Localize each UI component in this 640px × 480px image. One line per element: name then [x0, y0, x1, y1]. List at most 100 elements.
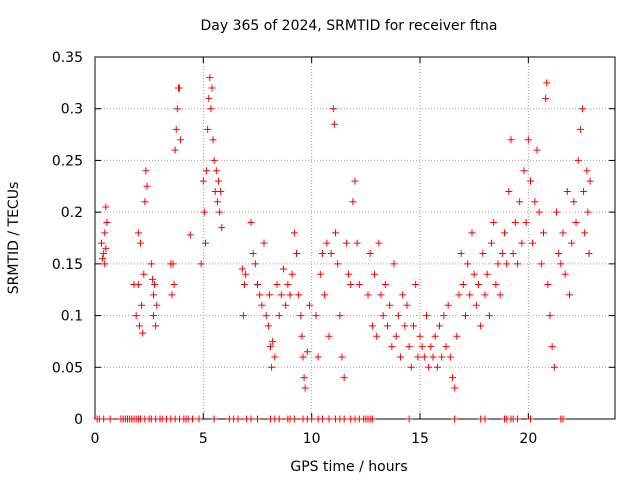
data-point [170, 281, 178, 289]
x-tick-label: 15 [411, 431, 429, 447]
data-point [141, 198, 149, 206]
data-point [204, 125, 212, 133]
data-point [342, 239, 350, 247]
data-point [570, 198, 578, 206]
data-point [446, 353, 454, 361]
data-point [319, 415, 326, 423]
data-point [418, 343, 426, 351]
data-point [103, 218, 111, 226]
data-point [568, 239, 576, 247]
data-point [323, 239, 331, 247]
data-point [249, 250, 257, 258]
data-point [134, 281, 142, 289]
data-point [264, 322, 272, 330]
y-tick-label: 0.35 [52, 50, 83, 66]
data-point [247, 218, 255, 226]
data-point [544, 281, 552, 289]
y-tick-label: 0.3 [61, 102, 83, 118]
data-point [580, 187, 588, 195]
data-point [533, 146, 541, 154]
data-point [423, 312, 430, 320]
data-points [93, 74, 594, 423]
data-point [173, 105, 181, 113]
data-point [438, 353, 446, 361]
data-point [481, 415, 489, 423]
data-point [576, 125, 584, 133]
data-point [151, 281, 159, 289]
x-axis-label: GPS time / hours [290, 459, 407, 475]
data-point [529, 239, 537, 247]
data-point [546, 312, 554, 320]
data-point [449, 374, 456, 382]
data-point [414, 353, 422, 361]
data-point [498, 250, 506, 258]
data-point [451, 415, 459, 423]
data-point [213, 198, 221, 206]
data-point [268, 363, 276, 371]
y-tick-label: 0 [74, 412, 83, 428]
data-point [555, 250, 563, 258]
data-point [368, 415, 376, 423]
data-point [375, 239, 383, 247]
data-point [535, 208, 543, 216]
data-point [208, 84, 216, 92]
data-point [327, 250, 335, 258]
data-point [514, 415, 521, 423]
axis-ticks [94, 56, 615, 420]
data-point [330, 120, 338, 128]
data-point [386, 301, 394, 309]
data-point [455, 291, 463, 299]
data-point [132, 312, 140, 320]
data-point [269, 337, 277, 345]
data-point [275, 312, 283, 320]
data-point [152, 322, 160, 330]
data-point [542, 94, 550, 102]
data-point [199, 177, 207, 185]
data-point [273, 281, 281, 289]
data-point [258, 301, 266, 309]
data-point [349, 198, 357, 206]
data-point [490, 218, 498, 226]
data-point [371, 270, 378, 278]
data-point [492, 281, 500, 289]
data-point [407, 363, 415, 371]
data-point [288, 270, 296, 278]
data-point [298, 332, 306, 340]
data-point [427, 343, 435, 351]
data-point [140, 270, 148, 278]
data-point [410, 322, 417, 330]
data-point [511, 218, 519, 226]
data-point [561, 270, 569, 278]
data-point [218, 224, 226, 232]
data-point [203, 167, 211, 175]
data-point [384, 322, 391, 330]
data-point [436, 322, 443, 330]
data-point [100, 415, 108, 423]
data-point [574, 156, 582, 164]
data-point [102, 244, 110, 252]
data-point [440, 312, 448, 320]
data-point [379, 312, 387, 320]
data-point [297, 312, 305, 320]
data-point [468, 229, 476, 237]
data-point [559, 415, 567, 423]
data-point [496, 291, 504, 299]
data-point [586, 177, 594, 185]
data-point [275, 415, 283, 423]
data-point [431, 332, 439, 340]
data-point [177, 136, 185, 144]
data-point [442, 343, 450, 351]
data-point [142, 167, 150, 175]
data-point [100, 250, 108, 258]
data-point [507, 136, 515, 144]
data-point [351, 177, 359, 185]
data-point [168, 291, 176, 299]
data-point [271, 353, 279, 361]
data-point [106, 415, 114, 423]
data-point [355, 281, 363, 289]
data-point [139, 329, 147, 337]
data-point [286, 291, 294, 299]
data-point [401, 322, 409, 330]
data-point [572, 218, 580, 226]
data-point [301, 384, 309, 392]
